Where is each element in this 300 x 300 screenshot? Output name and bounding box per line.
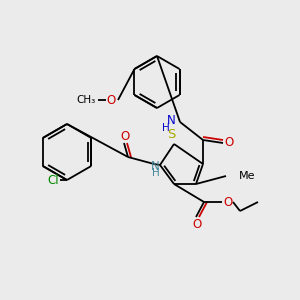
Text: O: O [224, 136, 234, 148]
Text: O: O [106, 94, 116, 106]
Text: S: S [167, 128, 175, 142]
Text: O: O [120, 130, 130, 142]
Text: N: N [167, 115, 176, 128]
Text: O: O [192, 218, 202, 230]
Text: N: N [151, 160, 159, 172]
Text: H: H [152, 168, 160, 178]
Text: CH₃: CH₃ [76, 95, 96, 105]
Text: Cl: Cl [47, 173, 59, 187]
Text: Me: Me [239, 171, 255, 181]
Text: H: H [162, 123, 170, 133]
Text: O: O [224, 196, 232, 209]
